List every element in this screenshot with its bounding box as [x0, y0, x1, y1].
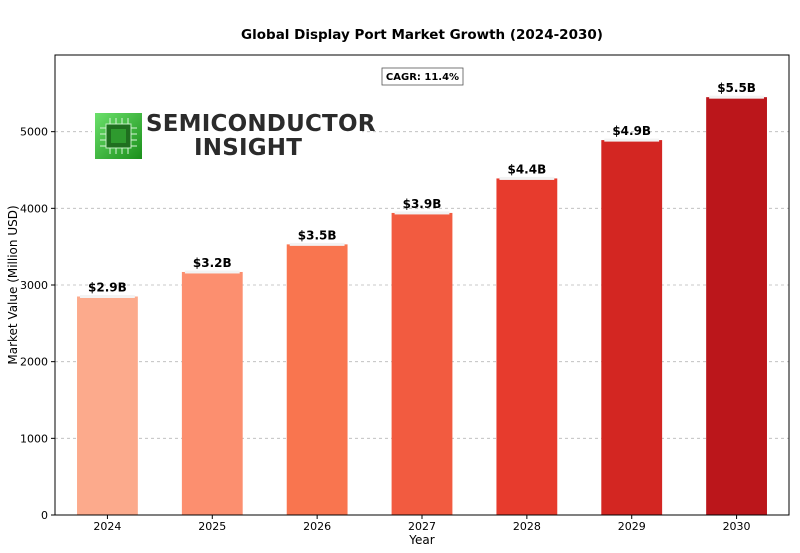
data-label-2024: $2.9B	[88, 281, 127, 295]
y-tick-label: 0	[41, 509, 48, 522]
y-axis: 0 1000 2000 3000 4000 5000	[20, 126, 55, 522]
bar-highlight	[604, 138, 660, 142]
bars	[77, 95, 767, 516]
bar-highlight	[184, 270, 240, 274]
data-label-2026: $3.5B	[298, 228, 337, 242]
chip-icon	[95, 113, 142, 159]
y-axis-label: Market Value (Million USD)	[6, 205, 20, 364]
logo-line-1: SEMICONDUCTOR	[146, 111, 376, 137]
bar-highlight	[394, 211, 450, 215]
data-label-2030: $5.5B	[717, 81, 756, 95]
chart-title: Global Display Port Market Growth (2024-…	[241, 27, 603, 43]
x-tick-label-2024: 2024	[93, 520, 121, 533]
data-label-2025: $3.2B	[193, 256, 232, 270]
bar-highlight	[289, 242, 345, 246]
data-label-2028: $4.4B	[507, 162, 546, 176]
bar-labels: $2.9B $3.2B $3.5B $3.9B $4.4B $4.9B $5.5B	[88, 81, 756, 294]
data-label-2029: $4.9B	[612, 124, 651, 138]
x-tick-label-2028: 2028	[513, 520, 541, 533]
bar-2024	[77, 296, 138, 515]
semiconductor-insight-logo: SEMICONDUCTOR INSIGHT	[92, 110, 376, 162]
bar-2029	[601, 140, 663, 515]
x-tick-label-2027: 2027	[408, 520, 436, 533]
bar-highlight	[80, 295, 135, 298]
cagr-annotation: CAGR: 11.4%	[381, 67, 464, 86]
x-tick-label-2030: 2030	[723, 520, 751, 533]
logo-line-2: INSIGHT	[194, 135, 302, 161]
y-tick-label: 5000	[20, 126, 48, 139]
x-axis-label: Year	[408, 533, 434, 547]
bar-highlight	[499, 176, 555, 180]
bar-2030	[706, 97, 767, 516]
y-tick-label: 3000	[20, 279, 48, 292]
y-tick-label: 2000	[20, 356, 48, 369]
bar-2025	[181, 271, 243, 515]
x-tick-label-2025: 2025	[198, 520, 226, 533]
bar-2026	[286, 244, 348, 515]
bar-2027	[391, 212, 453, 515]
y-tick-label: 1000	[20, 432, 48, 445]
cagr-box	[381, 67, 464, 86]
bar-2028	[496, 178, 558, 515]
x-tick-label-2026: 2026	[303, 520, 331, 533]
cagr-text: CAGR: 11.4%	[386, 72, 459, 83]
bar-highlight	[709, 95, 764, 99]
data-label-2027: $3.9B	[403, 197, 442, 211]
x-axis: 2024 2025 2026 2027 2028 2029 2030	[93, 515, 751, 533]
x-tick-label-2029: 2029	[618, 520, 646, 533]
y-tick-label: 4000	[20, 202, 48, 215]
